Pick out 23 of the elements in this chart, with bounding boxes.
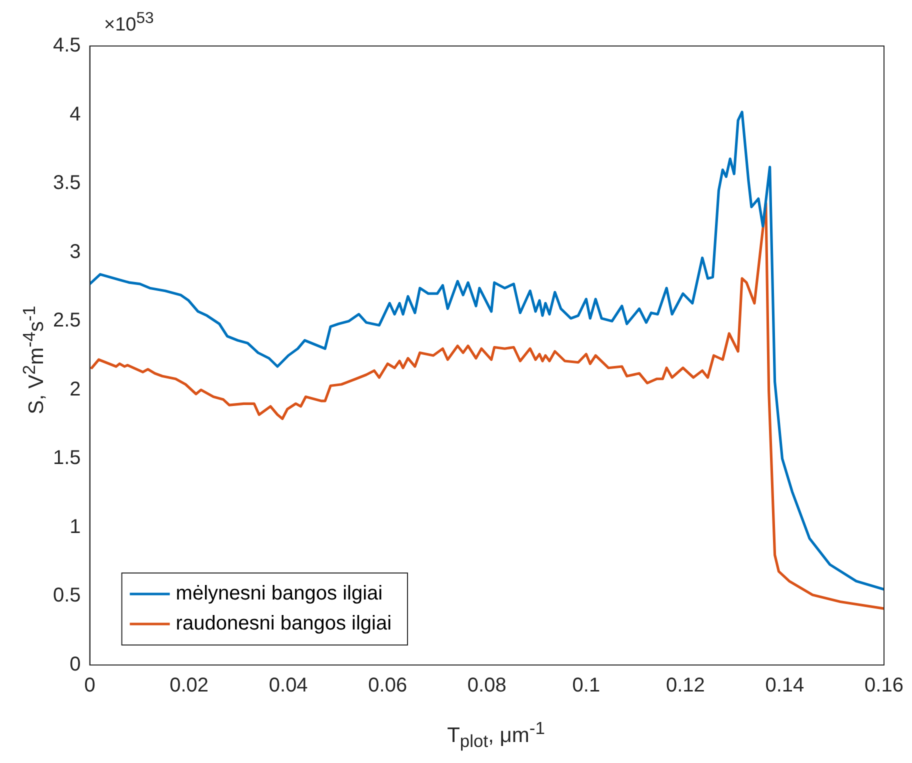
y-tick-label: 0.5 <box>52 584 81 607</box>
y-tick-label: 1.5 <box>52 447 81 470</box>
legend-label: mėlynesni bangos ilgiai <box>176 582 383 605</box>
y-tick-label: 3 <box>70 240 81 263</box>
y-tick-label: 1 <box>70 516 81 538</box>
y-tick-label: 0 <box>70 654 81 676</box>
x-tick-label: 0.12 <box>666 674 705 697</box>
y-tick-label: 4 <box>70 103 81 126</box>
x-axis-title: T$_{plot}$, μm$^{-1}$ <box>447 718 545 752</box>
x-tick-label: 0.04 <box>268 674 308 697</box>
x-tick-label: 0.02 <box>170 674 209 697</box>
x-tick-label: 0 <box>84 674 96 697</box>
legend-label: raudonesni bangos ilgiai <box>176 612 392 635</box>
x-tick-label: 0.06 <box>368 674 408 697</box>
text: ×10$^{53}$ <box>104 10 154 36</box>
x-tick-label: 0.16 <box>864 674 904 697</box>
x-tick-label: 0.08 <box>467 674 506 697</box>
y-tick-label: 3.5 <box>52 172 81 194</box>
y-tick-label: 2 <box>70 378 81 400</box>
y-tick-label: 2.5 <box>52 310 81 332</box>
x-tick-label: 0.1 <box>572 674 600 697</box>
y-tick-label: 4.5 <box>52 34 81 57</box>
x-tick-label: 0.14 <box>765 674 804 697</box>
